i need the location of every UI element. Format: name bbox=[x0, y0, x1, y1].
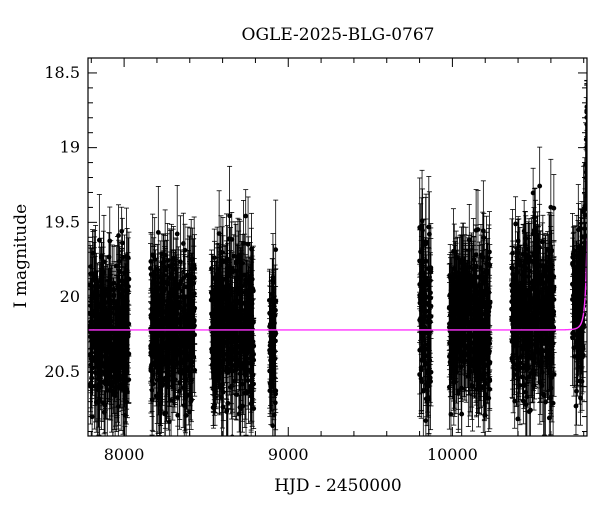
data-point bbox=[95, 351, 101, 428]
y-axis-label: I magnitude bbox=[11, 204, 31, 308]
data-point bbox=[119, 298, 125, 390]
data-point bbox=[92, 256, 98, 316]
data-point bbox=[101, 274, 107, 376]
y-tick-label: 20.5 bbox=[44, 362, 80, 381]
data-point bbox=[102, 333, 108, 434]
x-tick-label: 8000 bbox=[104, 445, 145, 464]
y-tick-label: 19.5 bbox=[44, 212, 80, 231]
y-tick-label: 19 bbox=[60, 138, 80, 157]
data-point bbox=[116, 308, 122, 366]
chart-title: OGLE-2025-BLG-0767 bbox=[242, 25, 435, 45]
data-point bbox=[583, 146, 587, 198]
data-point bbox=[104, 255, 110, 336]
data-point bbox=[115, 331, 121, 430]
data-point bbox=[120, 274, 126, 367]
x-axis-label: HJD - 2450000 bbox=[274, 476, 402, 496]
y-tick-label: 18.5 bbox=[44, 63, 80, 82]
data-point bbox=[116, 204, 122, 267]
data-point bbox=[88, 247, 94, 286]
data-point bbox=[119, 217, 125, 268]
data-point bbox=[119, 206, 125, 256]
data-point bbox=[111, 370, 117, 414]
x-tick-label: 9000 bbox=[268, 445, 309, 464]
data-point bbox=[95, 317, 101, 379]
data-point bbox=[124, 327, 130, 386]
plot-area bbox=[87, 57, 588, 437]
data-point bbox=[98, 278, 104, 336]
data-point bbox=[224, 404, 230, 436]
data-point bbox=[108, 359, 114, 405]
data-point bbox=[229, 408, 235, 436]
data-points-group bbox=[88, 79, 587, 436]
data-point bbox=[103, 318, 109, 419]
y-tick-label: 20 bbox=[60, 287, 80, 306]
data-point bbox=[99, 348, 105, 396]
x-tick-label: 10000 bbox=[427, 445, 478, 464]
